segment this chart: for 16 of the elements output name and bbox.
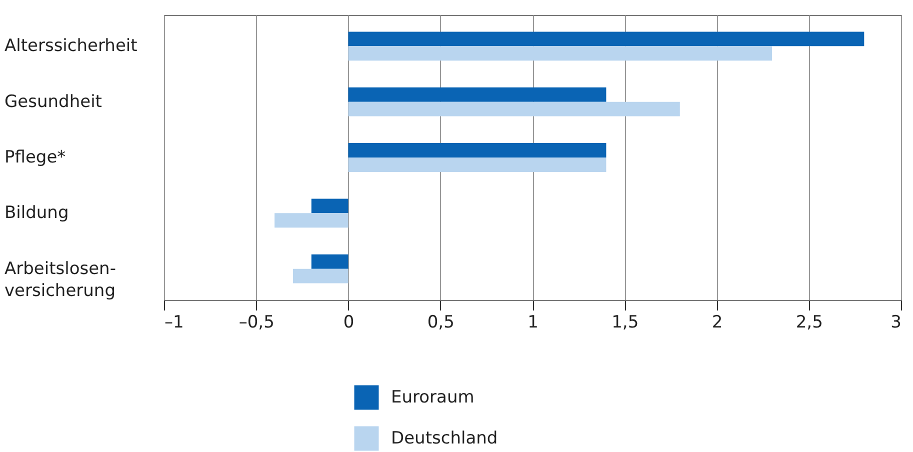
legend-label: Euroraum — [391, 388, 474, 408]
y-tick-label: Arbeitslosen- versicherung — [4, 258, 116, 301]
y-tick-label: Bildung — [4, 203, 69, 224]
y-tick-label: Pflege* — [4, 148, 66, 168]
x-tick-label: 1 — [528, 312, 538, 332]
x-tick-label: 1,5 — [612, 312, 639, 332]
legend-label: Deutschland — [391, 428, 498, 448]
x-tick-label: 0,5 — [427, 312, 454, 332]
x-tick-label: 3 — [890, 312, 902, 332]
x-tick-label: –1 — [164, 312, 184, 332]
y-tick-label: Gesundheit — [4, 92, 102, 112]
x-tick-label: 2 — [712, 312, 723, 332]
y-tick-label: Alterssicherheit — [4, 36, 138, 56]
x-tick-label: 0 — [343, 312, 354, 332]
x-tick-label: –0,5 — [238, 312, 274, 332]
x-tick-label: 2,5 — [796, 312, 823, 332]
